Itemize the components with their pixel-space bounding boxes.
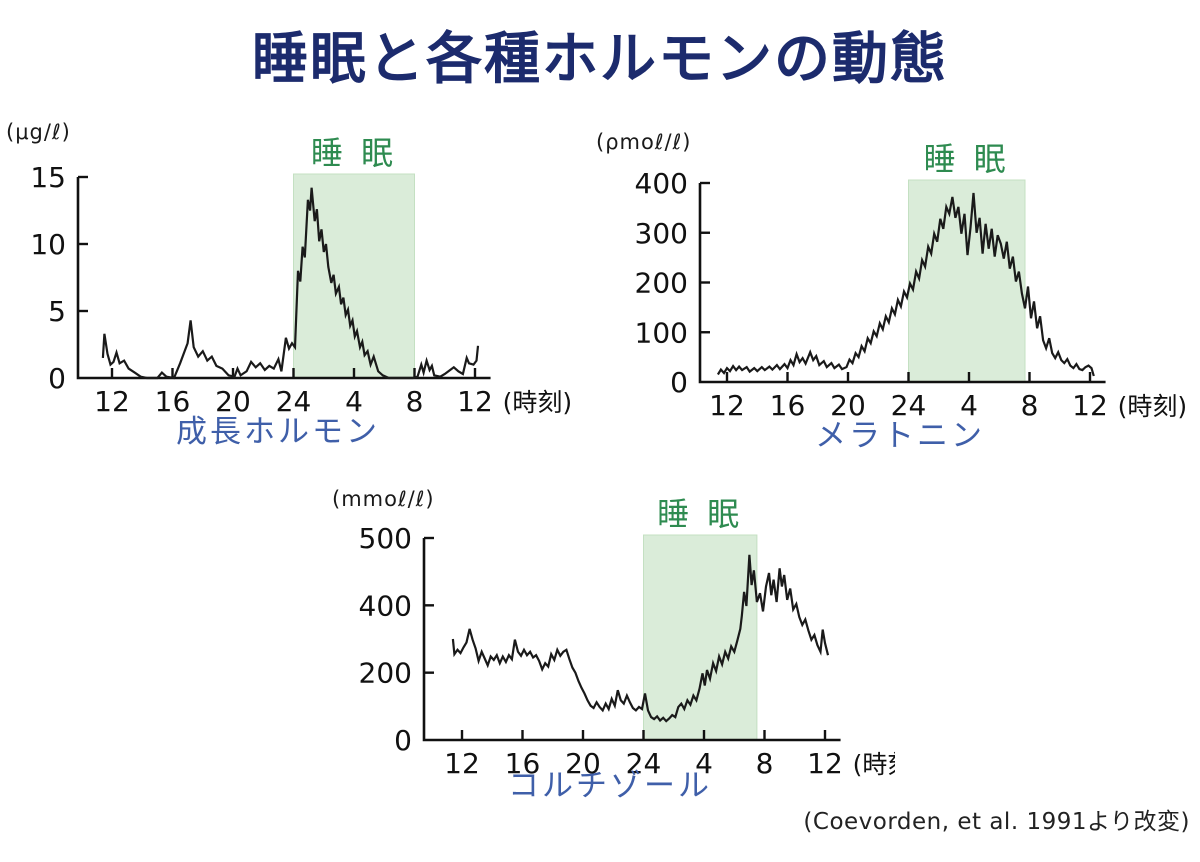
melatonin-title: メラトニン	[815, 418, 985, 454]
axes	[698, 183, 1106, 384]
sleep-label: 睡 眠	[311, 134, 397, 172]
x-tick-label: 16	[770, 389, 806, 420]
growth-hormone-title: 成長ホルモン	[176, 414, 380, 450]
x-axis-unit-label: (時刻)	[503, 388, 573, 417]
x-tick-label: 24	[276, 385, 312, 418]
x-tick-label: 4	[345, 385, 363, 418]
y-tick-label: 200	[635, 267, 688, 300]
x-tick-label: 16	[505, 747, 541, 780]
source-citation: (Coevorden, et al. 1991より改変)	[803, 809, 1190, 835]
y-tick-label: 500	[359, 522, 412, 555]
x-tick-label: 20	[215, 385, 251, 418]
axes	[422, 538, 841, 742]
x-tick-label: 12	[457, 385, 493, 418]
x-tick-label: 4	[695, 747, 713, 780]
y-tick-label: 10	[30, 228, 66, 261]
growth-hormone-y-unit-label: (μg/ℓ)	[6, 120, 71, 144]
y-tick-label: 0	[48, 362, 66, 395]
y-tick-label: 100	[635, 316, 688, 349]
y-tick-label: 300	[635, 217, 688, 250]
sleep-label: 睡 眠	[924, 140, 1010, 178]
x-tick-label: 12	[1072, 389, 1108, 420]
data-curve	[716, 192, 1095, 377]
x-tick-label: 8	[756, 747, 774, 780]
y-tick-label: 0	[394, 724, 412, 757]
cortisol-y-unit-label: (mmoℓ/ℓ)	[332, 487, 435, 511]
melatonin-y-unit-label: (ρmoℓ/ℓ)	[596, 130, 692, 154]
x-tick-label: 4	[960, 389, 978, 420]
x-tick-label: 12	[94, 385, 130, 418]
x-axis-unit-label: (時刻)	[853, 750, 895, 779]
cortisol-title: コルチゾール	[508, 768, 712, 804]
x-axis-unit-label: (時刻)	[1118, 392, 1188, 420]
sleep-band	[293, 173, 415, 379]
x-tick-label: 24	[891, 389, 927, 420]
page-title: 睡眠と各種ホルモンの動態	[252, 27, 948, 92]
x-tick-label: 20	[565, 747, 601, 780]
sleep-band	[908, 179, 1026, 383]
y-tick-label: 400	[359, 589, 412, 622]
y-tick-label: 200	[359, 657, 412, 690]
x-tick-label: 8	[1021, 389, 1039, 420]
x-tick-label: 20	[830, 389, 866, 420]
y-tick-label: 15	[30, 161, 66, 194]
data-curve	[101, 187, 480, 380]
x-tick-label: 16	[155, 385, 191, 418]
data-curve	[451, 554, 830, 723]
x-tick-label: 24	[626, 747, 662, 780]
y-tick-label: 400	[635, 167, 688, 200]
y-tick-label: 0	[670, 366, 688, 399]
growth-hormone-plot: 睡 眠 0 5 10 15 12 16 20 24 4 8 12 (時刻)	[30, 134, 573, 418]
y-tick-label: 5	[48, 295, 66, 328]
x-tick-label: 8	[406, 385, 424, 418]
x-tick-label: 12	[444, 747, 480, 780]
sleep-band	[643, 534, 758, 741]
sleep-label: 睡 眠	[657, 495, 743, 533]
x-tick-label: 12	[807, 747, 843, 780]
melatonin-plot: 睡 眠 0 100 200 300 400 12 16 20 24 4 8 12 (時刻)	[635, 140, 1188, 420]
cortisol-plot: 睡 眠 0 200 400 500 12 16 20 24 4 8 12 (時刻)	[359, 495, 895, 780]
x-tick-label: 12	[709, 389, 745, 420]
